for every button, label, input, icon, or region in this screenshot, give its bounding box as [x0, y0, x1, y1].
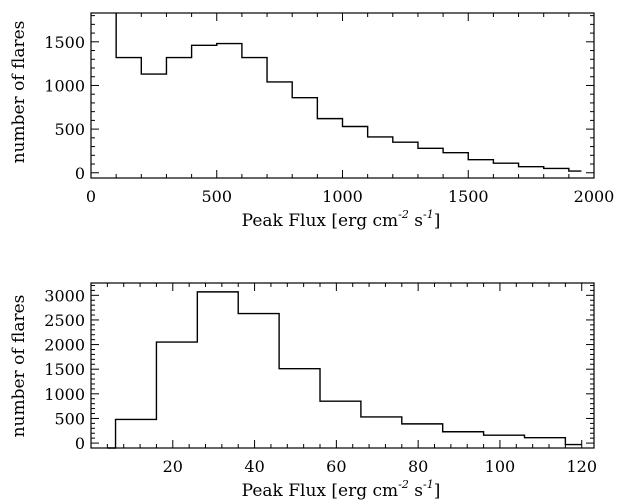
bottom-y-tick-label: 2500 — [44, 311, 85, 330]
bottom-y-tick-label: 1500 — [44, 360, 85, 379]
top-axis-ticks: 0 500 1000 1500 2000 0 500 1000 1500 — [44, 13, 614, 206]
top-y-tick-label: 1000 — [44, 76, 85, 95]
bottom-axis-ticks: 20 40 60 80 100 120 0 500 1000 1500 2000 2500 3000 — [44, 283, 597, 476]
bottom-y-tick-label: 2000 — [44, 336, 85, 355]
bottom-histogram-series — [107, 291, 582, 449]
top-x-tick-label: 1000 — [322, 187, 363, 206]
bottom-x-tick-label: 120 — [566, 457, 597, 476]
bottom-x-tick-label: 80 — [408, 457, 428, 476]
top-y-tick-label: 0 — [75, 164, 85, 183]
bottom-y-axis-label: number of flares — [9, 295, 29, 438]
bottom-x-tick-label: 100 — [485, 457, 516, 476]
bottom-y-tick-label: 3000 — [44, 286, 85, 305]
bottom-y-tick-label: 1000 — [44, 385, 85, 404]
bottom-x-tick-label: 20 — [163, 457, 183, 476]
top-panel: 0 500 1000 1500 2000 0 500 1000 1500 number of f… — [9, 12, 614, 231]
bottom-plot-frame — [90, 282, 595, 449]
bottom-x-tick-label: 60 — [326, 457, 346, 476]
top-x-tick-label: 2000 — [574, 187, 615, 206]
top-x-tick-label: 1500 — [448, 187, 489, 206]
top-x-tick-label: 500 — [201, 187, 232, 206]
top-x-axis-label: Peak Flux [erg cm-2 s-1] — [242, 208, 441, 231]
top-x-tick-label: 0 — [86, 187, 96, 206]
top-y-tick-label: 1500 — [44, 33, 85, 52]
bottom-x-tick-label: 40 — [244, 457, 264, 476]
bottom-y-tick-label: 500 — [54, 409, 85, 428]
top-y-axis-label: number of flares — [9, 21, 29, 164]
top-histogram-series — [115, 13, 582, 172]
bottom-x-axis-label: Peak Flux [erg cm-2 s-1] — [242, 478, 441, 501]
top-plot-frame — [90, 12, 595, 179]
bottom-y-tick-label: 0 — [75, 434, 85, 453]
bottom-panel: 20 40 60 80 100 120 0 500 1000 1500 2000 2500 3000 n… — [9, 282, 597, 501]
top-y-tick-label: 500 — [54, 120, 85, 139]
